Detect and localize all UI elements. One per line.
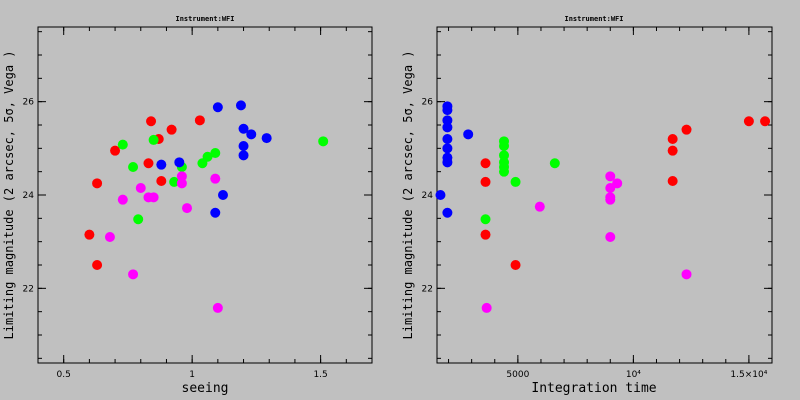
data-point-magenta <box>681 269 692 280</box>
data-point-red <box>667 176 678 186</box>
data-point-magenta <box>148 192 159 203</box>
data-point-blue <box>246 129 257 140</box>
data-point-red <box>743 116 754 127</box>
data-point-green <box>117 139 128 150</box>
data-point-red <box>194 115 205 126</box>
data-point-magenta <box>135 183 146 193</box>
plot-title: Instrument:WFI <box>175 15 234 23</box>
data-point-green <box>202 151 213 162</box>
data-point-blue <box>235 100 246 111</box>
data-points <box>435 101 771 313</box>
axis-ticks: 0.5 1 1.5 22 24 26 <box>23 27 372 380</box>
x-tick-label: 0.5 <box>57 370 71 380</box>
data-point-magenta <box>605 171 616 182</box>
data-point-red <box>92 178 103 189</box>
data-point-blue <box>463 129 474 140</box>
data-point-green <box>318 136 329 147</box>
data-point-red <box>510 260 521 270</box>
data-point-blue <box>442 157 453 168</box>
y-tick-label: 26 <box>23 98 35 108</box>
data-point-green <box>169 176 180 187</box>
data-point-magenta <box>117 194 128 205</box>
x-tick-label: 5000 <box>506 370 529 380</box>
data-point-red <box>146 116 157 127</box>
data-point-magenta <box>128 269 139 280</box>
data-point-magenta <box>605 194 616 205</box>
data-point-magenta <box>534 201 545 212</box>
data-point-magenta <box>605 232 616 242</box>
data-point-red <box>681 124 692 135</box>
x-tick-label: 1 <box>189 370 195 380</box>
y-tick-label: 26 <box>422 98 434 108</box>
data-point-red <box>156 176 167 186</box>
y-axis-label: Limiting magnitude (2 arcsec, 5σ, Vega ) <box>2 51 16 340</box>
data-point-magenta <box>481 302 492 313</box>
y-tick-label: 22 <box>23 284 34 294</box>
data-point-blue <box>217 190 228 200</box>
data-point-green <box>499 150 509 161</box>
data-point-blue <box>210 207 221 218</box>
data-point-green <box>499 166 509 177</box>
data-point-green <box>128 162 139 172</box>
seeing-plot: Instrument:WFI 0.5 1 1.5 22 24 26 seeing Limi… <box>2 15 373 396</box>
data-point-green <box>133 214 144 225</box>
y-tick-label: 22 <box>422 284 433 294</box>
data-point-blue <box>442 207 453 218</box>
data-point-magenta <box>182 203 193 214</box>
data-point-blue <box>261 133 272 144</box>
data-point-blue <box>174 157 185 168</box>
x-axis-label: Integration time <box>531 381 656 396</box>
axis-ticks: 5000 10⁴ 1.5×10⁴ 22 24 26 <box>422 27 773 380</box>
data-point-blue <box>238 123 249 134</box>
x-tick-label: 10⁴ <box>626 370 641 380</box>
data-point-magenta <box>104 232 115 242</box>
data-point-red <box>92 260 103 270</box>
data-point-red <box>84 229 95 240</box>
data-point-magenta <box>210 173 221 184</box>
data-point-blue <box>442 143 453 154</box>
y-tick-label: 24 <box>23 191 35 201</box>
data-point-magenta <box>212 302 223 313</box>
plot-title: Instrument:WFI <box>564 15 623 23</box>
data-point-red <box>667 145 678 156</box>
x-tick-label: 1.5×10⁴ <box>730 370 767 380</box>
data-point-blue <box>442 105 453 116</box>
data-point-red <box>667 134 678 144</box>
x-tick-label: 1.5 <box>313 370 327 380</box>
integration-time-plot: Instrument:WFI 5000 10⁴ 1.5×10⁴ 22 24 26 Inte… <box>401 15 773 396</box>
data-point-green <box>148 134 159 145</box>
data-point-magenta <box>612 178 623 189</box>
data-point-blue <box>238 141 249 151</box>
data-point-green <box>549 158 560 169</box>
y-tick-label: 24 <box>422 191 434 201</box>
data-point-green <box>210 148 221 158</box>
data-point-blue <box>156 159 167 170</box>
data-point-green <box>480 214 491 225</box>
data-point-magenta <box>176 171 187 182</box>
data-point-blue <box>435 190 446 200</box>
data-point-blue <box>442 115 453 126</box>
data-point-red <box>143 158 154 169</box>
data-point-blue <box>442 122 453 133</box>
data-points <box>84 100 329 313</box>
data-point-blue <box>442 134 453 144</box>
data-point-green <box>499 141 509 151</box>
x-axis-label: seeing <box>182 381 229 396</box>
data-point-red <box>480 158 491 169</box>
data-point-green <box>510 176 521 187</box>
data-point-blue <box>212 102 223 113</box>
data-point-red <box>760 116 771 127</box>
data-point-red <box>480 229 491 240</box>
data-point-red <box>166 124 177 135</box>
y-axis-label: Limiting magnitude (2 arcsec, 5σ, Vega ) <box>401 51 415 340</box>
data-point-blue <box>238 150 249 161</box>
data-point-red <box>480 176 491 187</box>
data-point-red <box>110 145 121 156</box>
data-point-magenta <box>176 178 187 189</box>
